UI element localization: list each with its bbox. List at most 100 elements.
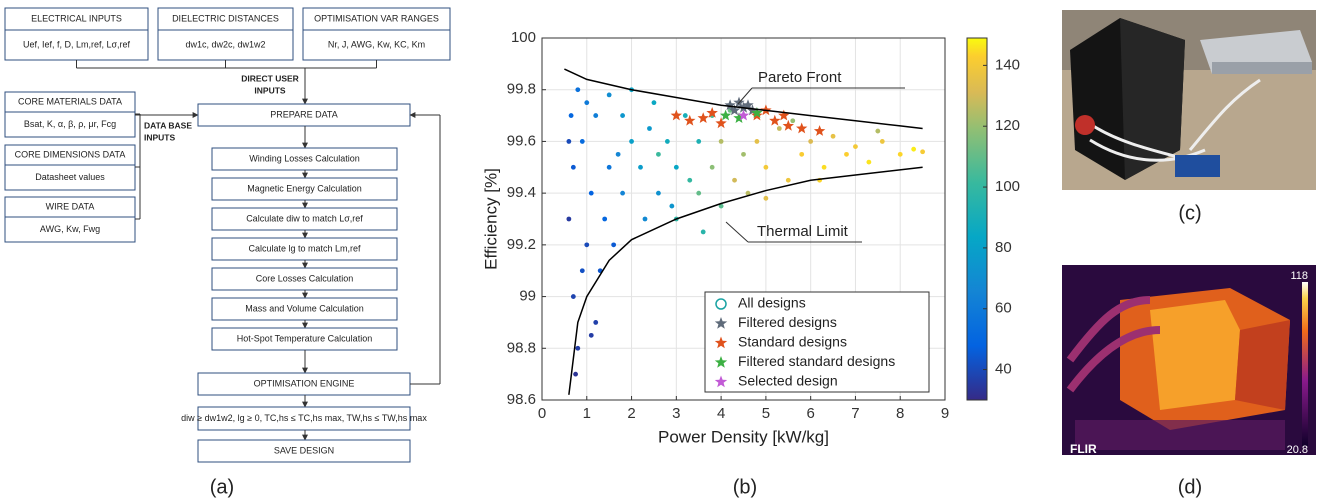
data-point <box>579 139 585 144</box>
y-tick-label: 99.4 <box>507 184 536 201</box>
camera-brand: FLIR <box>1070 442 1097 456</box>
direct-inputs-label: INPUTS <box>254 85 286 95</box>
process-box-label: Hot-Spot Temperature Calculation <box>237 333 372 343</box>
data-point <box>737 109 750 121</box>
data-point <box>920 149 926 155</box>
legend-label: Standard designs <box>738 334 847 350</box>
data-point <box>853 144 858 150</box>
process-box-label: SAVE DESIGN <box>274 445 334 455</box>
thermal-scale-min: 20.8 <box>1287 444 1308 456</box>
legend-marker <box>715 298 727 310</box>
data-point <box>732 177 737 183</box>
x-tick-label: 1 <box>583 405 591 422</box>
legend-marker <box>714 356 728 368</box>
data-point <box>696 190 702 196</box>
process-box <box>197 439 411 463</box>
data-point <box>741 151 746 157</box>
x-axis-label: Power Density [kW/kg] <box>658 427 829 446</box>
data-point <box>763 164 769 170</box>
data-point <box>606 164 612 170</box>
data-point <box>911 146 917 152</box>
database-body-label: Bsat, K, α, β, ρ, μr, Fcg <box>24 119 116 129</box>
data-point <box>879 139 885 144</box>
database-header-label: CORE DIMENSIONS DATA <box>15 149 126 159</box>
colorbar-tick-label: 100 <box>995 178 1020 195</box>
colorbar-tick-label: 40 <box>995 361 1012 378</box>
x-tick-label: 9 <box>941 405 949 422</box>
data-point <box>785 177 791 183</box>
data-point <box>796 122 808 134</box>
data-point <box>588 190 594 196</box>
data-point <box>620 113 625 118</box>
data-point <box>718 139 724 144</box>
legend-label: Filtered standard designs <box>738 353 895 369</box>
panel-caption: (d) <box>1178 476 1202 498</box>
data-point <box>776 126 782 131</box>
input-body-label: Uef, Ief, f, D, Lm,ref, Lσ,ref <box>23 39 131 49</box>
data-point <box>669 203 675 209</box>
data-point <box>620 190 625 196</box>
y-tick-label: 98.6 <box>507 391 536 408</box>
data-point <box>575 345 581 351</box>
data-point <box>718 203 724 209</box>
data-point <box>700 229 706 235</box>
constraint-box-label: diw ≥ dw1w2, lg ≥ 0, TC,hs ≤ TC,hs max, … <box>181 413 427 423</box>
data-point <box>742 99 754 111</box>
legend-label: Selected design <box>738 373 838 389</box>
data-point <box>769 114 781 126</box>
x-tick-label: 8 <box>896 405 904 422</box>
data-point <box>763 195 769 201</box>
data-point <box>647 126 652 131</box>
data-point <box>684 114 696 126</box>
data-point <box>570 294 576 299</box>
connector <box>737 87 753 105</box>
data-point <box>651 100 657 106</box>
data-point <box>570 164 576 170</box>
data-point <box>602 216 608 222</box>
data-point <box>866 159 872 165</box>
data-point <box>642 216 648 222</box>
data-point <box>745 190 751 196</box>
input-header-label: OPTIMISATION VAR RANGES <box>314 13 439 23</box>
curve-label: Pareto Front <box>758 69 842 86</box>
data-point <box>751 107 763 118</box>
data-point <box>821 164 827 170</box>
x-tick-label: 3 <box>672 405 680 422</box>
database-body <box>4 216 136 243</box>
x-tick-label: 4 <box>717 405 725 422</box>
data-point <box>629 139 634 144</box>
data-point <box>682 113 688 118</box>
thermal-scale-max: 118 <box>1290 270 1308 282</box>
data-point <box>568 113 574 118</box>
data-point <box>844 151 849 157</box>
x-tick-label: 5 <box>762 405 770 422</box>
photo-c <box>1062 10 1316 190</box>
data-point <box>709 164 715 170</box>
y-tick-label: 99 <box>519 288 536 305</box>
data-point <box>664 139 670 144</box>
data-point <box>719 109 732 121</box>
colorbar <box>966 37 988 401</box>
legend-label: All designs <box>738 295 806 311</box>
data-point <box>799 151 805 157</box>
data-point <box>875 128 881 134</box>
process-box-label: Winding Losses Calculation <box>249 153 360 163</box>
data-point <box>746 104 759 116</box>
y-tick-label: 99.8 <box>507 81 536 98</box>
database-body-label: AWG, Kw, Fwg <box>40 224 100 234</box>
data-point <box>573 371 578 377</box>
data-point <box>575 87 581 93</box>
data-point <box>566 139 572 144</box>
data-point <box>579 268 585 274</box>
data-point <box>706 107 718 118</box>
database-inputs-label: INPUTS <box>144 132 176 142</box>
data-point <box>687 177 693 183</box>
process-box-label: Calculate lg to match Lm,ref <box>248 243 361 253</box>
data-point <box>588 332 594 338</box>
data-point <box>897 151 903 157</box>
curve-label: Thermal Limit <box>757 223 849 240</box>
data-point <box>782 119 794 131</box>
x-tick-label: 7 <box>851 405 859 422</box>
data-point <box>830 133 836 139</box>
data-point <box>697 112 709 123</box>
